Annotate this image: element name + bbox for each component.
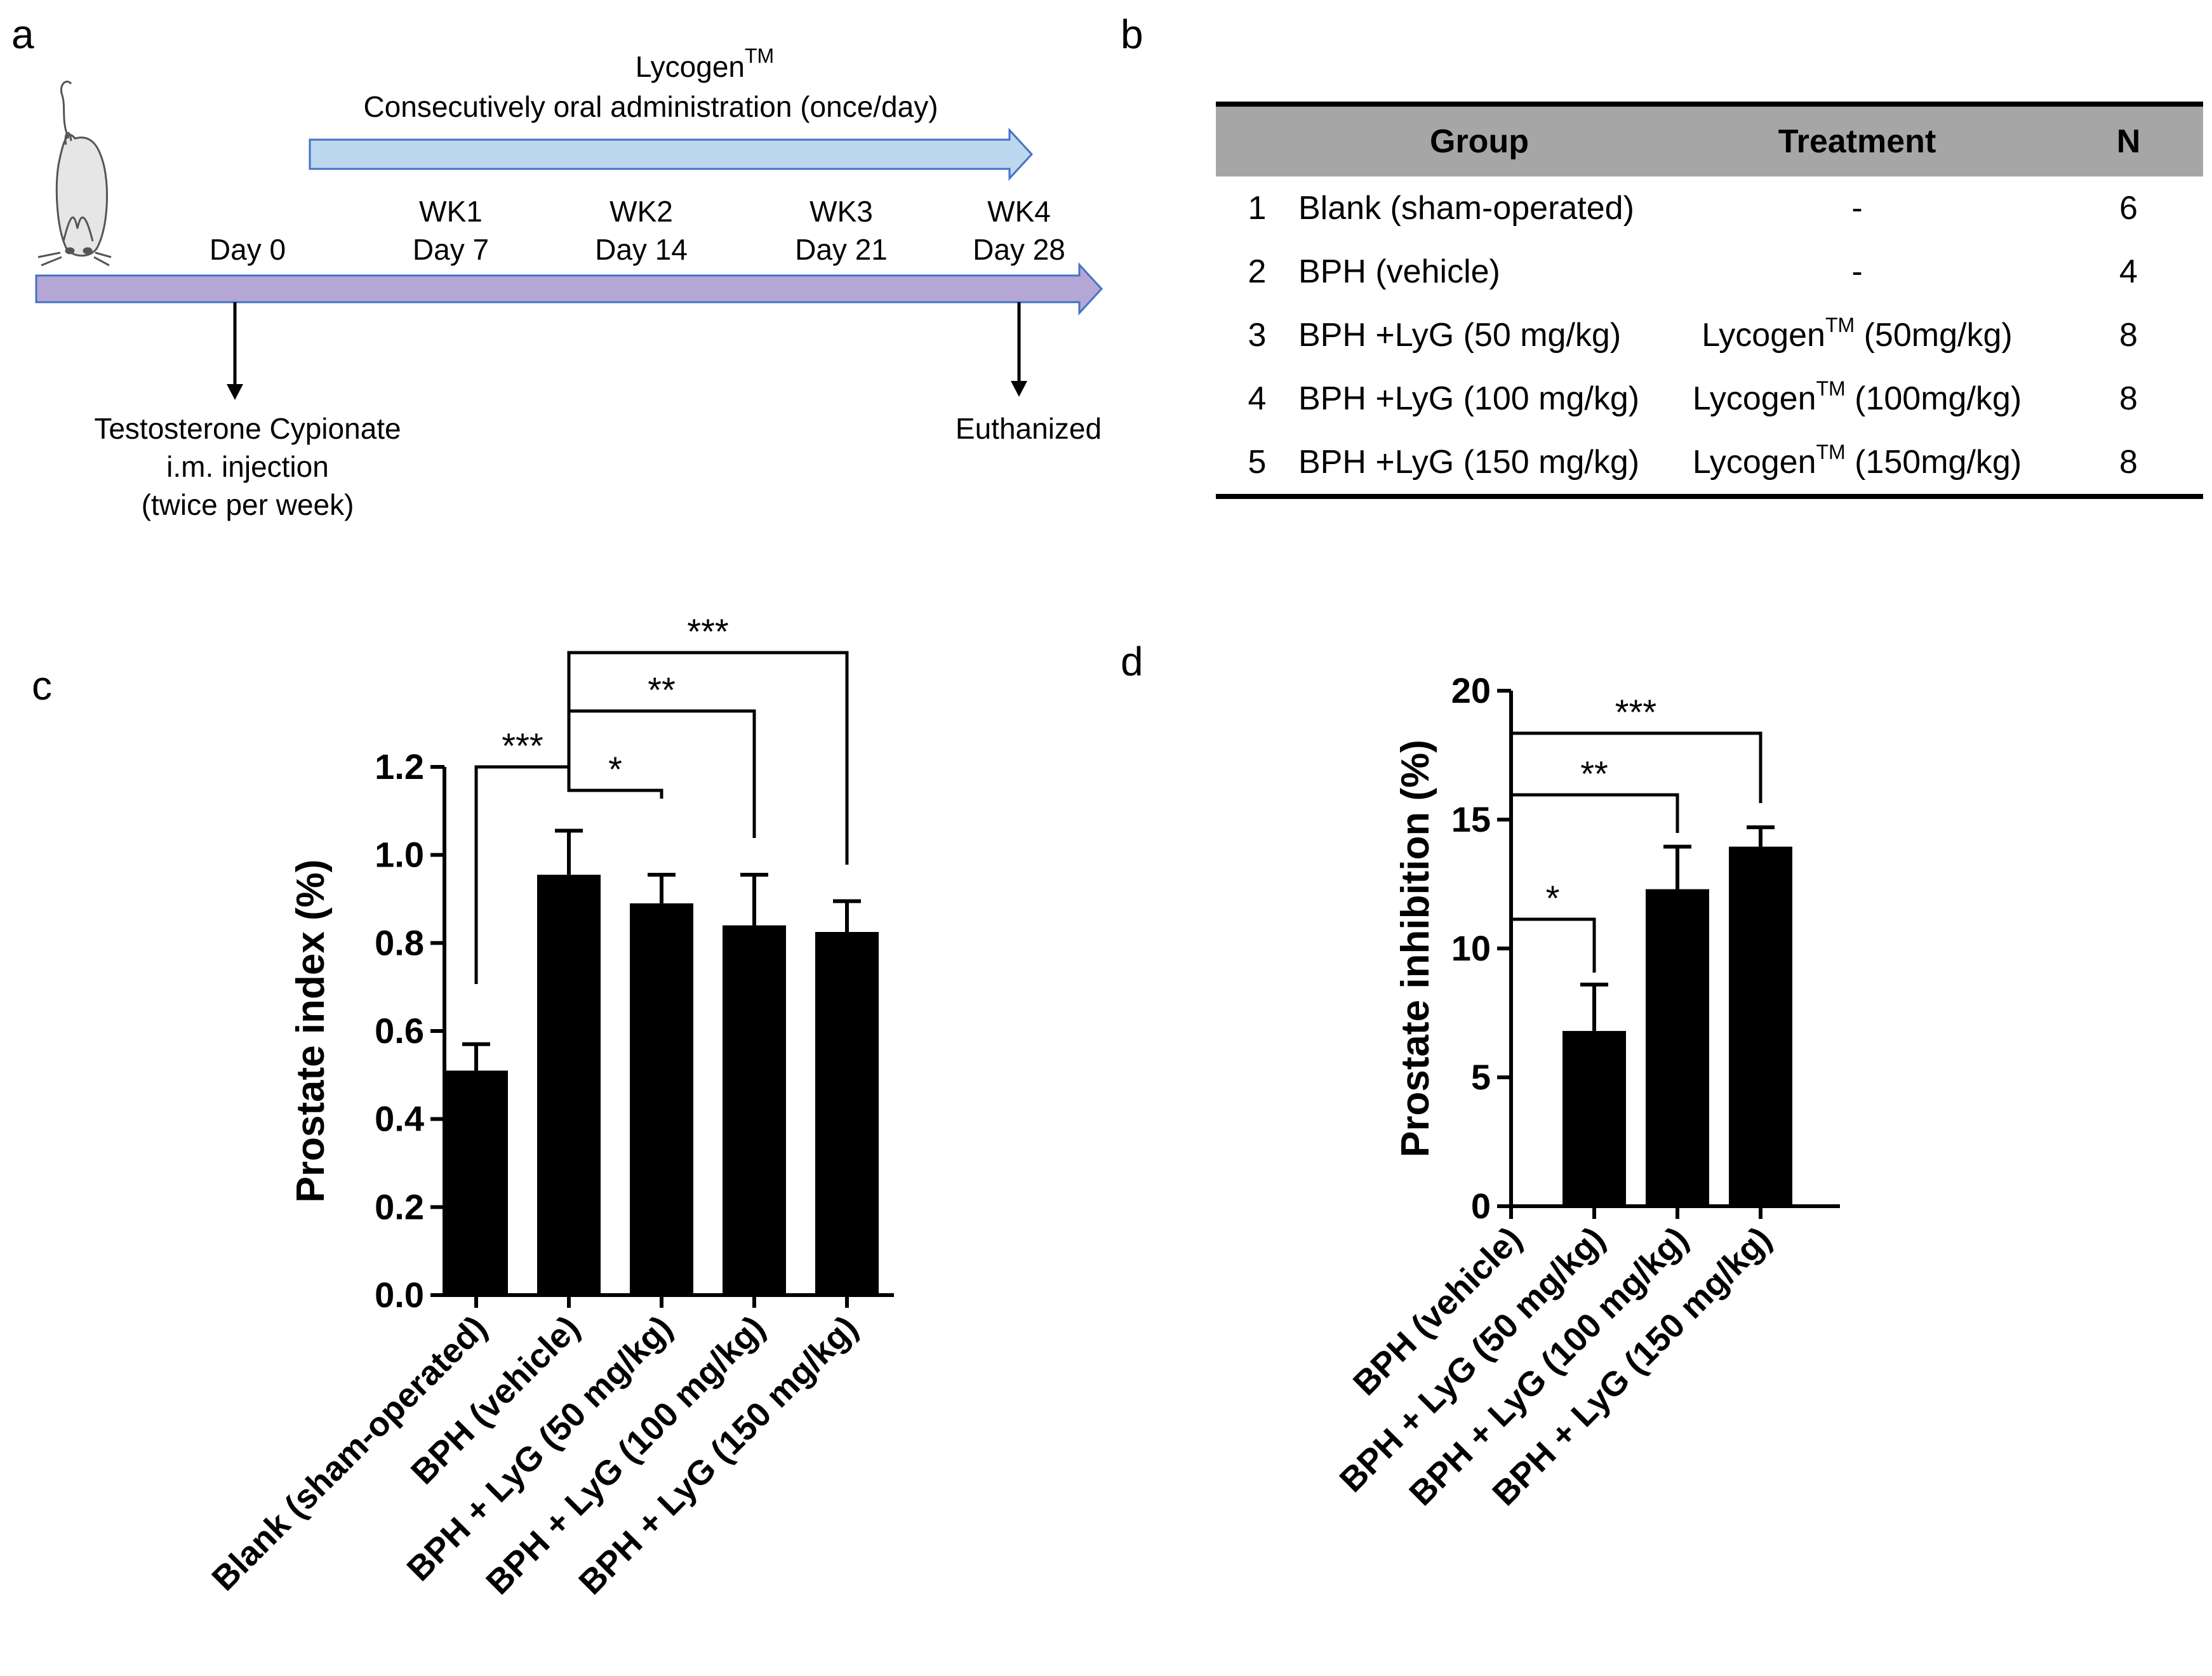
row-group: BPH (vehicle) [1298, 253, 1500, 290]
significance-bracket [1509, 731, 1762, 803]
header-n: N [2054, 102, 2203, 176]
significance-bracket [1509, 793, 1679, 919]
tick-wk2: WK2 Day 14 [595, 195, 688, 266]
significance-bracket [1509, 917, 1596, 1133]
row-treatment: - [1851, 253, 1863, 290]
significance-label: * [1546, 878, 1560, 918]
significance-bracket [567, 651, 849, 865]
panel-letter-a: a [11, 11, 34, 57]
row-treatment: LycogenTM (50mg/kg) [1702, 314, 2013, 354]
table-header-row: Group Treatment N [1216, 102, 2203, 176]
significance-label: ** [648, 670, 676, 710]
y-tick-label: 1.2 [375, 747, 424, 787]
significance-label: *** [687, 611, 728, 651]
bar [815, 932, 879, 1295]
y-tick-label: 5 [1471, 1057, 1491, 1097]
treatment-arrow [309, 128, 1034, 181]
row-treatment: LycogenTM (100mg/kg) [1692, 377, 2022, 417]
row-n: 8 [2119, 380, 2138, 417]
row-number: 5 [1216, 430, 1298, 499]
y-tick-label: 0.8 [375, 922, 424, 962]
y-tick-label: 0.0 [375, 1275, 424, 1315]
header-group: Group [1298, 102, 1660, 176]
y-tick-label: 0.4 [375, 1099, 424, 1139]
row-group: Blank (sham-operated) [1298, 190, 1634, 227]
row-n: 4 [2119, 253, 2138, 290]
end-event-label: Euthanized [955, 412, 1102, 445]
row-number: 2 [1248, 253, 1267, 290]
y-tick-label: 0.6 [375, 1011, 424, 1051]
bar [1562, 1030, 1626, 1206]
row-group: BPH +LyG (100 mg/kg) [1298, 380, 1640, 417]
bar [630, 903, 693, 1295]
table-row: 4 BPH +LyG (100 mg/kg) LycogenTM (100mg/… [1216, 367, 2203, 430]
tick-day0: Day 0 [209, 233, 286, 266]
timeline-graphics [35, 81, 1103, 400]
treatment-title: LycogenTM [635, 44, 775, 83]
table-row: 1 Blank (sham-operated) - 6 [1216, 176, 2203, 240]
significance-label: * [608, 749, 622, 789]
timeline-arrow [35, 262, 1103, 316]
panel-letter-d: d [1121, 639, 1143, 684]
row-group: BPH +LyG (150 mg/kg) [1298, 430, 1660, 499]
header-treatment: Treatment [1660, 102, 2054, 176]
category-label: BPH (vehicle) [404, 1308, 587, 1492]
row-treatment: - [1851, 190, 1863, 227]
y-tick-label: 10 [1451, 928, 1491, 968]
row-number: 1 [1248, 190, 1267, 227]
y-tick-label: 20 [1451, 670, 1491, 710]
y-axis-label: Prostate inhibition (%) [1394, 740, 1437, 1157]
table-row: 5 BPH +LyG (150 mg/kg) LycogenTM (150mg/… [1216, 430, 2203, 499]
significance-bracket [567, 729, 663, 799]
significance-label: ** [1580, 754, 1608, 794]
chart-c-prostate-index: 0.0 0.2 0.4 0.6 0.8 1.0 1.2 Prostate index (%) B… [204, 611, 894, 1602]
bar [1646, 889, 1709, 1206]
panel-letter-b: b [1121, 11, 1143, 57]
row-n: 8 [2119, 317, 2138, 354]
row-group: BPH +LyG (50 mg/kg) [1298, 317, 1622, 354]
header-number [1216, 102, 1298, 176]
end-event-arrowhead [1011, 381, 1027, 397]
y-tick-label: 0.2 [375, 1187, 424, 1227]
table-row: 3 BPH +LyG (50 mg/kg) LycogenTM (50mg/kg… [1216, 303, 2203, 367]
significance-label: *** [1615, 692, 1656, 732]
row-number: 3 [1248, 317, 1267, 354]
significance-label: *** [502, 726, 543, 766]
significance-bracket [567, 709, 756, 838]
panel-letter-c: c [32, 663, 52, 708]
bar [444, 1070, 508, 1295]
start-event-arrowhead [227, 384, 243, 400]
row-n: 8 [2054, 430, 2203, 499]
tick-wk4: WK4 Day 28 [973, 195, 1065, 266]
bar [1729, 846, 1792, 1206]
row-number: 4 [1248, 380, 1267, 417]
table-row: 2 BPH (vehicle) - 4 [1216, 240, 2203, 303]
group-table: Group Treatment N 1 Blank (sham-operated… [1216, 102, 2203, 499]
mouse-icon [37, 81, 112, 267]
row-n: 6 [2119, 190, 2138, 227]
y-tick-label: 15 [1451, 799, 1491, 839]
tick-wk1: WK1 Day 7 [412, 195, 490, 266]
start-event-label: Testosterone Cypionate i.m. injection (t… [94, 412, 401, 521]
bar [723, 925, 786, 1295]
y-tick-label: 1.0 [375, 835, 424, 875]
row-treatment: LycogenTM (150mg/kg) [1660, 430, 2054, 499]
tick-wk3: WK3 Day 21 [795, 195, 888, 266]
bar [537, 874, 601, 1295]
treatment-subtitle: Consecutively oral administration (once/… [363, 90, 938, 123]
y-axis-label: Prostate index (%) [289, 860, 333, 1203]
y-tick-label: 0 [1471, 1186, 1491, 1226]
